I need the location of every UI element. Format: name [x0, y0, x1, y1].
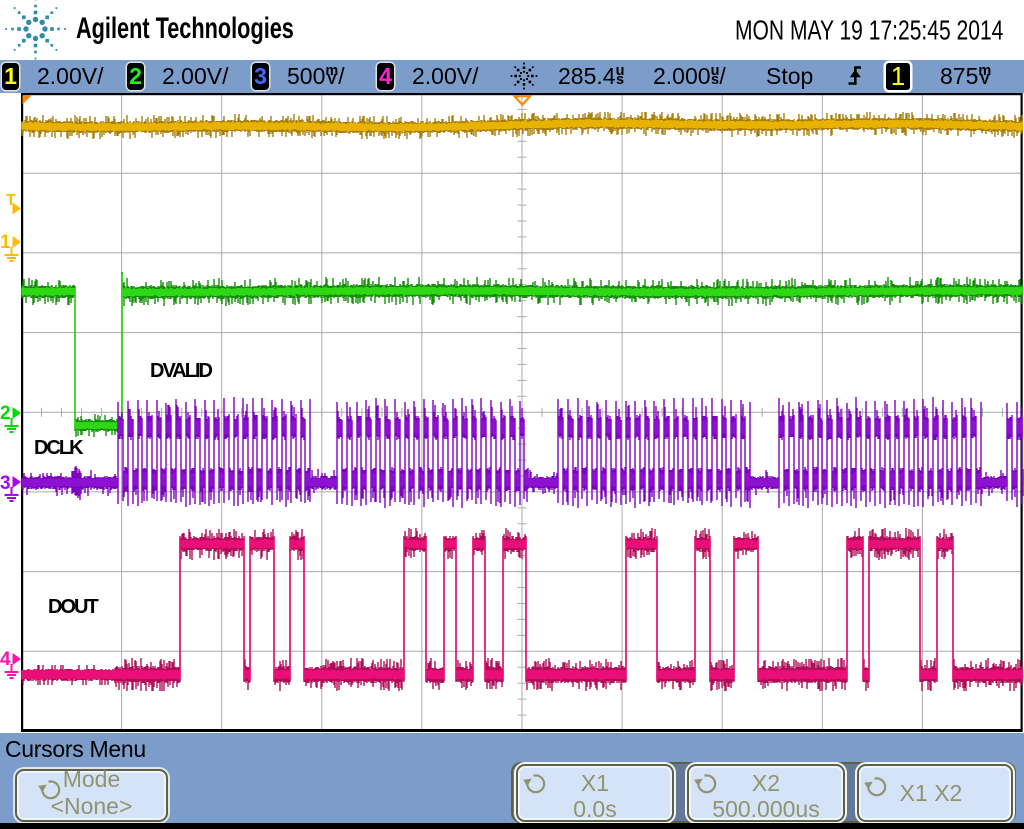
svg-text:1: 1	[0, 232, 11, 253]
svg-text:3: 3	[0, 473, 11, 494]
svg-text:MON MAY 19 17:25:45 2014: MON MAY 19 17:25:45 2014	[735, 16, 1004, 47]
svg-text:Agilent Technologies: Agilent Technologies	[76, 10, 294, 44]
svg-text:2: 2	[0, 403, 11, 424]
svg-text:T: T	[6, 192, 16, 209]
svg-text:4: 4	[0, 649, 11, 670]
